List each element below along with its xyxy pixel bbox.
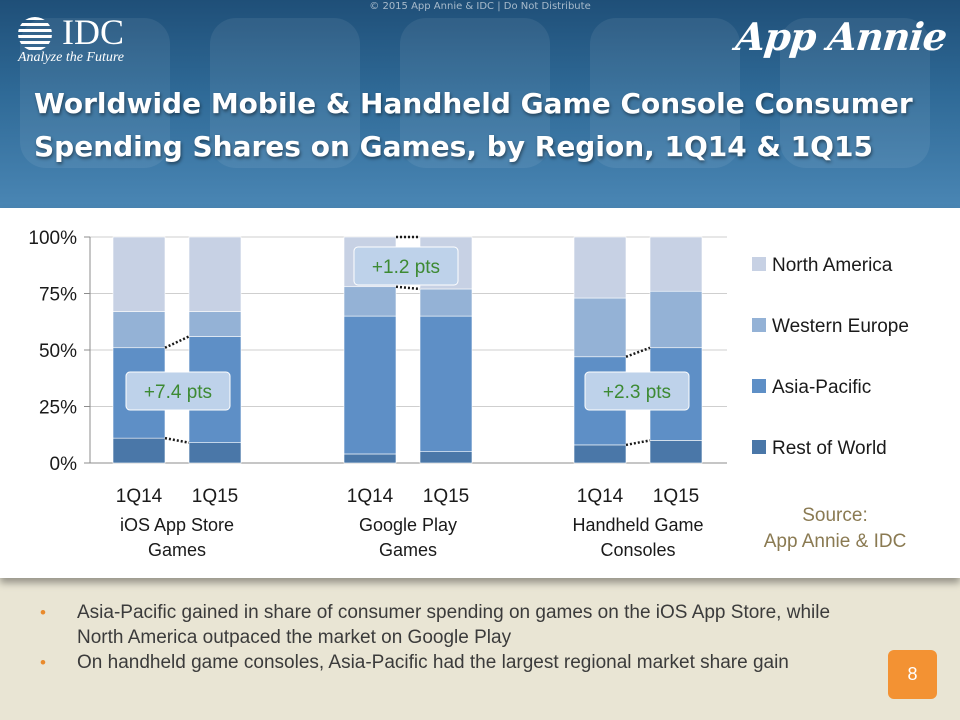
- bar-segment-western-europe: [573, 297, 627, 358]
- bullet-marker: •: [40, 603, 46, 622]
- callout-label: +1.2 pts: [372, 257, 440, 278]
- x-tick-label: 1Q14: [347, 486, 394, 507]
- group-label-line2: Games: [379, 540, 437, 560]
- legend-swatch: [752, 257, 766, 271]
- background-tile: [400, 18, 550, 168]
- bullet-item: • On handheld game consoles, Asia-Pacifi…: [40, 650, 860, 675]
- y-tick-label: 50%: [39, 341, 77, 362]
- copyright-notice: © 2015 App Annie & IDC | Do Not Distribu…: [369, 1, 591, 12]
- callout-box: [353, 246, 459, 286]
- idc-logo-text: IDC: [62, 12, 124, 52]
- legend-label: Asia-Pacific: [772, 377, 871, 398]
- bar-segment-north-america: [112, 236, 166, 312]
- bar-segment-western-europe: [343, 286, 397, 317]
- background-tile: [210, 18, 360, 168]
- y-tick-label: 25%: [39, 398, 77, 419]
- bullet-marker: •: [40, 653, 46, 672]
- group-label-line1: iOS App Store: [120, 515, 234, 535]
- bullet-item: • Asia-Pacific gained in share of consum…: [40, 600, 860, 650]
- app-annie-logo: App Annie: [733, 14, 949, 59]
- x-tick-label: 1Q15: [423, 486, 469, 507]
- bar-segment-rest-of-world: [188, 442, 242, 464]
- bar-segment-north-america: [573, 236, 627, 299]
- chart-panel: 0% 25% 50% 75% 100% 1Q14 1Q15 1Q14 1Q15 1Q14 1Q15 i…: [0, 208, 960, 578]
- legend-swatch: [752, 379, 766, 393]
- x-tick-label: 1Q15: [653, 486, 699, 507]
- source-text: App Annie & IDC: [764, 531, 907, 552]
- group-label-line1: Handheld Game: [572, 515, 703, 535]
- slide-footer: • Asia-Pacific gained in share of consum…: [0, 578, 960, 720]
- legend-swatch: [752, 440, 766, 454]
- y-tick-label: 75%: [39, 285, 77, 306]
- legend-swatch: [752, 318, 766, 332]
- bar-segment-rest-of-world: [419, 451, 473, 464]
- slide-title: Worldwide Mobile & Handheld Game Console…: [34, 82, 934, 168]
- idc-globe-icon: [18, 17, 52, 50]
- slide-title-line2: Spending Shares on Games, by Region, 1Q1…: [34, 130, 873, 163]
- dotted-connector: [395, 285, 421, 291]
- bar-segment-rest-of-world: [649, 440, 703, 464]
- stacked-bar-chart: 0% 25% 50% 75% 100% 1Q14 1Q15 1Q14 1Q15 1Q14 1Q15 i…: [28, 228, 909, 560]
- bullet-text: On handheld game consoles, Asia-Pacific …: [77, 652, 789, 673]
- bar-segment-western-europe: [112, 311, 166, 349]
- callout-box: [584, 371, 690, 411]
- bar-segment-western-europe: [188, 311, 242, 337]
- bullet-list: • Asia-Pacific gained in share of consum…: [40, 600, 860, 675]
- callout-label: +7.4 pts: [144, 382, 212, 403]
- y-tick-label: 100%: [28, 228, 77, 249]
- bar-segment-north-america: [649, 236, 703, 292]
- callout-label: +2.3 pts: [603, 382, 671, 403]
- background-tile: [780, 18, 930, 168]
- bullet-text: Asia-Pacific gained in share of consumer…: [77, 602, 831, 648]
- legend-label: Western Europe: [772, 316, 909, 337]
- bar-segment-asia-pacific: [343, 315, 397, 455]
- x-tick-label: 1Q14: [577, 486, 624, 507]
- callout-box: [125, 371, 231, 411]
- idc-tagline: Analyze the Future: [18, 50, 125, 65]
- bar-segment-western-europe: [419, 288, 473, 317]
- bar-segment-rest-of-world: [343, 453, 397, 464]
- x-tick-label: 1Q14: [116, 486, 163, 507]
- bar-segment-asia-pacific: [419, 315, 473, 453]
- dotted-connector: [625, 439, 651, 447]
- dotted-connector: [164, 436, 190, 444]
- bar-segment-north-america: [188, 236, 242, 312]
- bar-segment-rest-of-world: [112, 437, 166, 464]
- idc-logo: IDC Analyze the Future: [16, 10, 166, 70]
- legend-label: North America: [772, 255, 893, 276]
- bar-segment-rest-of-world: [573, 444, 627, 464]
- legend-label: Rest of World: [772, 438, 887, 459]
- dotted-connector: [164, 335, 190, 349]
- group-label-line2: Consoles: [600, 540, 675, 560]
- page-number-badge: 8: [888, 650, 937, 699]
- group-label-line1: Google Play: [359, 515, 457, 535]
- bar-segment-western-europe: [649, 290, 703, 349]
- y-tick-label: 0%: [50, 454, 78, 475]
- slide-header: © 2015 App Annie & IDC | Do Not Distribu…: [0, 0, 960, 208]
- dotted-connector: [625, 346, 651, 358]
- slide-title-line1: Worldwide Mobile & Handheld Game Console…: [34, 87, 913, 120]
- x-tick-label: 1Q15: [192, 486, 238, 507]
- group-label-line2: Games: [148, 540, 206, 560]
- source-label: Source:: [802, 505, 867, 526]
- background-tile: [590, 18, 740, 168]
